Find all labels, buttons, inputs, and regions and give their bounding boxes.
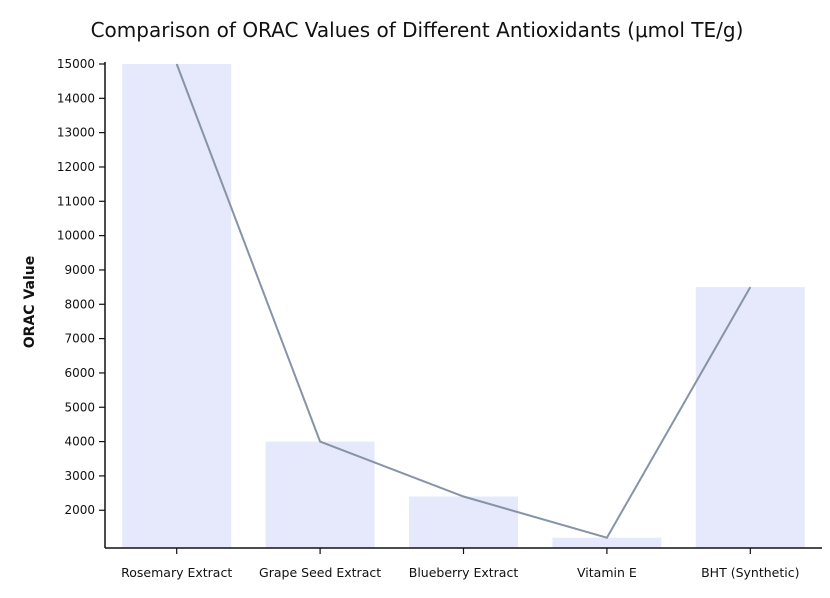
x-tick-label: Grape Seed Extract [259, 565, 381, 580]
x-tick-label: Vitamin E [577, 565, 637, 580]
chart-title: Comparison of ORAC Values of Different A… [91, 18, 744, 42]
y-tick-label: 13000 [57, 126, 95, 140]
bar-bht-synthetic [695, 287, 805, 548]
y-axis-label: ORAC Value [22, 256, 38, 348]
x-tick-label: BHT (Synthetic) [701, 565, 799, 580]
y-tick-label: 5000 [64, 400, 95, 414]
bar-blueberry-extract [409, 496, 518, 548]
y-tick-label: 6000 [64, 366, 95, 380]
y-tick-label: 14000 [57, 91, 95, 105]
y-tick-label: 9000 [64, 263, 95, 277]
y-tick-label: 3000 [64, 469, 95, 483]
y-tick-label: 15000 [57, 57, 95, 71]
bars-layer [122, 64, 805, 548]
y-tick-label: 7000 [64, 332, 95, 346]
x-tick-label: Rosemary Extract [121, 565, 232, 580]
bar-grape-seed-extract [265, 441, 375, 548]
orac-series-line [175, 63, 752, 539]
y-tick-label: 4000 [64, 435, 95, 449]
y-tick-label: 2000 [64, 503, 95, 517]
y-tick-label: 12000 [57, 160, 95, 174]
bar-rosemary-extract [122, 64, 232, 548]
y-tick-label: 11000 [57, 194, 95, 208]
axes-layer: 2000 3000 4000 5000 6000 7000 8000 9000 10000 110… [57, 57, 822, 580]
y-tick-label: 10000 [57, 229, 95, 243]
y-tick-label: 8000 [64, 297, 95, 311]
x-tick-label: Blueberry Extract [409, 565, 519, 580]
line-layer [175, 63, 752, 539]
bar-vitamin-e [552, 537, 662, 548]
